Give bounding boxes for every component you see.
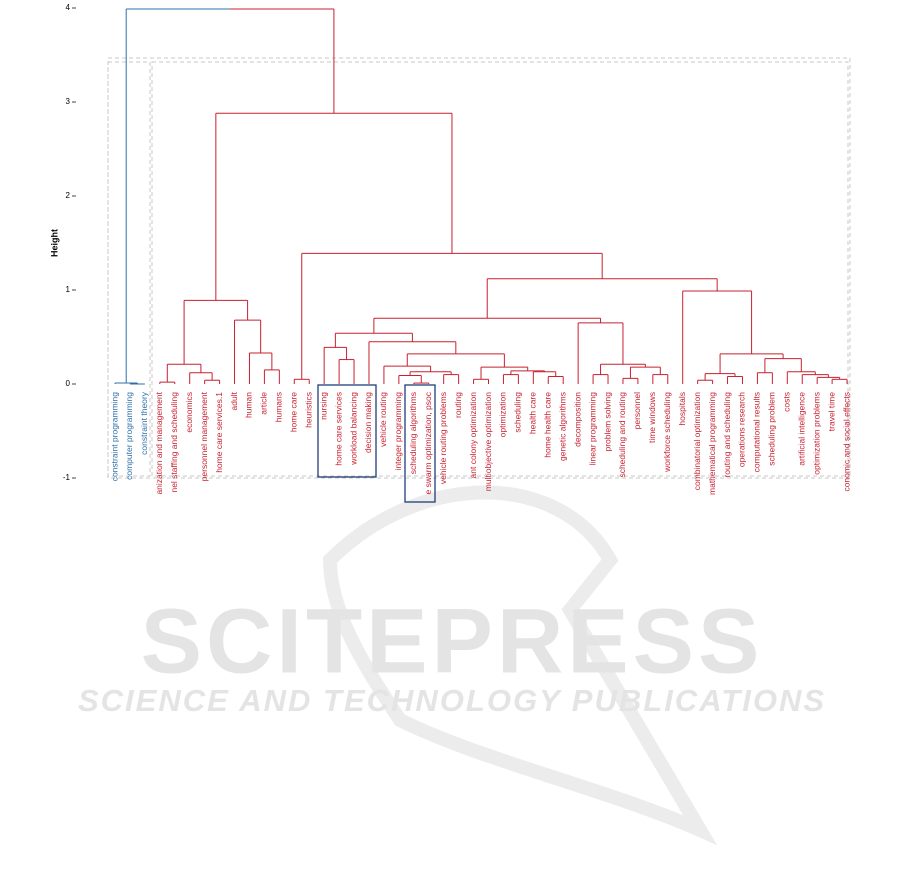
leaf-label: scheduling algorithms [408,392,418,474]
highlight-box [317,384,377,478]
leaf-label: anization and management [154,391,164,494]
leaf-label: home care services.1 [214,392,224,473]
leaf-label: linear programming [587,392,597,465]
watermark-shape [322,485,718,846]
leaf-label: genetic algorithms [557,392,567,461]
leaf-label: constraint programming [109,392,119,482]
leaf-label: hospitals [677,392,687,426]
leaf-label: travel time [826,392,836,431]
leaf-label: e swarm optimization, psoc [423,391,433,494]
leaf-label: constraint theory [139,391,149,455]
leaf-label: home health care [543,392,553,458]
leaf-label: human [244,392,254,418]
leaf-label: problem solving [602,392,612,452]
leaf-label: ant colony optimization [468,392,478,479]
leaf-label: workload balancing [348,392,358,466]
leaf-label: health care [528,392,538,434]
leaf-label: home care services [333,392,343,466]
leaf-label: vehicle routing problems [438,392,448,484]
leaf-label: decision making [363,392,373,453]
highlight-box [404,384,436,503]
cluster-box [151,61,849,477]
leaf-label: personnel management [199,391,209,481]
leaf-label: nel staffing and scheduling [169,392,179,493]
y-tick-label: 4 [66,3,71,12]
leaf-label: mathematical programming [707,392,717,495]
leaf-label: humans [274,392,284,422]
leaf-label: costs [782,392,792,412]
leaf-label: integer programming [393,392,403,471]
y-tick-label: 2 [66,191,71,200]
y-tick-label: 3 [66,97,71,106]
leaf-label: conomic and social effects [841,392,851,492]
leaf-label: heuristics [303,392,313,428]
leaf-label: scheduling [513,392,523,433]
leaf-label: personnel [632,392,642,429]
leaf-label: multiobjective optimization [483,392,493,491]
y-axis-label: Height [49,229,59,257]
cut-box [107,57,851,479]
leaf-label: vehicle routing [378,392,388,447]
leaf-label: routing and scheduling [722,392,732,478]
leaf-label: article [259,392,269,415]
leaf-label: economics [184,392,194,433]
leaf-label: artificial intelligence [796,392,806,466]
leaf-label: combinatorial optimization [692,392,702,491]
leaf-label: adult [229,391,239,410]
watermark: SCITEPRESS SCIENCE AND TECHNOLOGY PUBLIC… [78,485,826,846]
cluster-box [107,61,151,477]
leaf-label: decomposition [572,392,582,447]
leaf-label: routing [453,392,463,418]
y-tick-label: -1 [63,473,71,482]
leaf-label: computational results [752,392,762,472]
y-tick-label: 1 [66,285,71,294]
leaf-label: computer programming [124,392,134,480]
y-tick-label: 0 [66,379,71,388]
leaf-label: operations research [737,392,747,467]
leaf-label: time windows [647,392,657,443]
leaf-label: workforce scheduling [662,392,672,473]
watermark-title: SCITEPRESS [141,590,764,692]
leaf-label: scheduling problem [767,392,777,466]
watermark-subtitle: SCIENCE AND TECHNOLOGY PUBLICATIONS [78,683,826,718]
leaf-label: nursing [318,392,328,420]
leaf-label: optimization problems [811,392,821,475]
leaf-label: scheduling and routing [617,392,627,478]
leaf-label: home care [289,392,299,432]
leaf-label: optimization [498,392,508,438]
